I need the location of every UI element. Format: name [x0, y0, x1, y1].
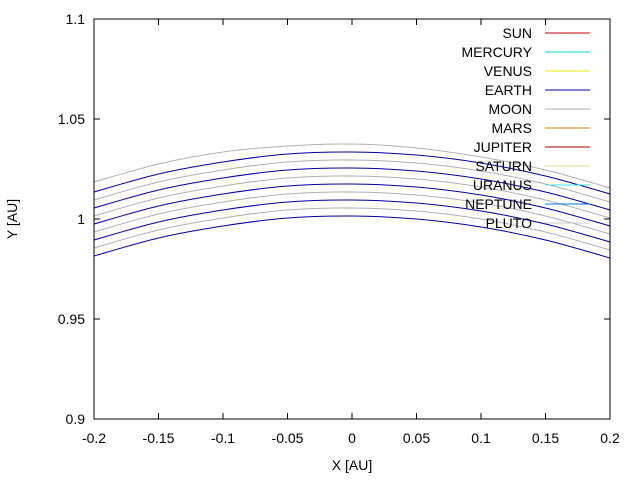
series-line [94, 151, 610, 195]
x-tick-label: 0.2 [600, 430, 620, 446]
legend-label: VENUS [484, 63, 532, 79]
legend-label: SUN [502, 25, 532, 41]
y-tick-label: 0.95 [58, 311, 85, 327]
series-line [94, 159, 610, 203]
x-tick-label: -0.1 [211, 430, 235, 446]
legend: SUN MERCURY VENUS EARTH MOON MARS JUPITER SATUR… [461, 25, 590, 231]
plot-frame [93, 18, 611, 420]
x-tick-label: 0.15 [532, 430, 559, 446]
series-layer [94, 143, 610, 259]
legend-label: PLUTO [486, 215, 533, 231]
series-line [94, 143, 610, 189]
y-axis-label: Y [AU] [4, 199, 20, 239]
x-tick-label: 0.1 [471, 430, 491, 446]
x-tick-label: -0.05 [272, 430, 304, 446]
legend-label: JUPITER [474, 139, 532, 155]
x-tick-label: -0.2 [82, 430, 106, 446]
x-tick-label: 0.05 [403, 430, 430, 446]
series-line [94, 183, 610, 227]
x-tick-label: -0.15 [143, 430, 175, 446]
series-line [94, 191, 610, 235]
x-axis-label: X [AU] [332, 457, 372, 473]
y-tick-label: 1 [77, 211, 85, 227]
legend-label: MARS [492, 120, 532, 136]
series-line [94, 167, 610, 211]
axis-layer: -0.2 -0.15 -0.1 -0.05 0 0.05 0.1 0.15 0.2 0.9 0.95… [58, 11, 620, 446]
legend-label: MOON [488, 101, 532, 117]
series-line [94, 215, 610, 259]
x-tick-label: 0 [348, 430, 356, 446]
series-line [94, 175, 610, 219]
series-line [94, 207, 610, 251]
series-line [94, 199, 610, 243]
y-tick-label: 0.9 [66, 411, 86, 427]
legend-label: MERCURY [461, 44, 532, 60]
y-tick-label: 1.1 [66, 11, 86, 27]
legend-label: SATURN [475, 158, 532, 174]
legend-label: EARTH [485, 82, 532, 98]
legend-label: URANUS [473, 177, 532, 193]
legend-label: NEPTUNE [465, 196, 532, 212]
y-tick-label: 1.05 [58, 111, 85, 127]
